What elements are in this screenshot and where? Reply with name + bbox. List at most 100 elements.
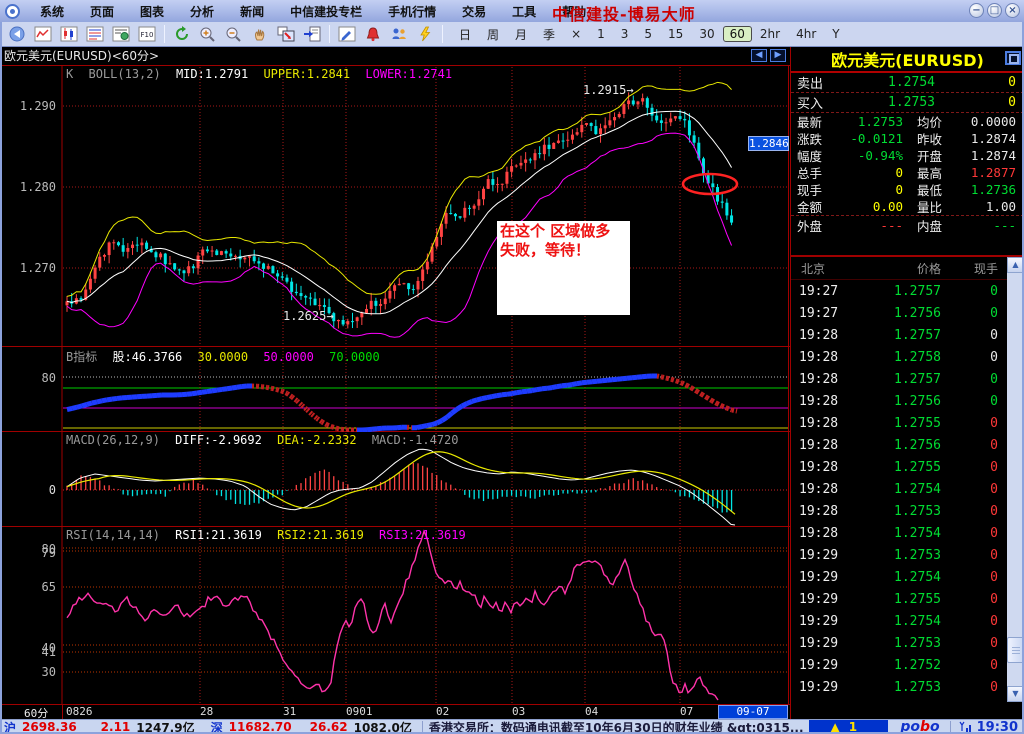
pobo-logo: pobo	[900, 719, 940, 734]
zoom-in-icon[interactable]	[197, 24, 219, 44]
period-×[interactable]: ×	[571, 27, 582, 41]
candlestick-chart[interactable]	[0, 66, 790, 347]
alert-badge[interactable]: ▲ 1	[808, 720, 889, 734]
b-indicator-pane[interactable]: B指标 股:46.3766 30.0000 50.0000 70.0000 80	[0, 347, 790, 432]
period-季[interactable]: 季	[543, 27, 556, 42]
quote-table-icon[interactable]	[84, 24, 106, 44]
menu-系统[interactable]: 系统	[40, 4, 65, 19]
page-jump-icon[interactable]	[301, 24, 323, 44]
tick-row[interactable]: 19:28 1.2757 0	[791, 324, 1024, 346]
macd-pane[interactable]: MACD(26,12,9) DIFF:-2.9692 DEA:-2.2332 M…	[0, 432, 790, 527]
boll-k: K	[66, 67, 74, 81]
tick-volume: 0	[990, 283, 998, 299]
time-tick: 0901	[346, 705, 373, 718]
period-5[interactable]: 5	[644, 27, 653, 41]
period-3[interactable]: 3	[620, 27, 629, 41]
menu-分析[interactable]: 分析	[190, 4, 215, 19]
tick-row[interactable]: 19:28 1.2758 0	[791, 346, 1024, 368]
news-page-icon[interactable]	[110, 24, 132, 44]
tick-row[interactable]: 19:28 1.2756 0	[791, 390, 1024, 412]
back-icon[interactable]	[6, 24, 28, 44]
tick-time: 19:28	[799, 393, 839, 409]
tick-row[interactable]: 19:28 1.2753 0	[791, 500, 1024, 522]
panel-toggle-icon[interactable]	[1005, 51, 1021, 65]
tick-row[interactable]: 19:29 1.2753 0	[791, 544, 1024, 566]
quote-value: 1.2874	[970, 131, 1016, 146]
tick-row[interactable]: 19:29 1.2754 0	[791, 566, 1024, 588]
lightning-icon[interactable]	[414, 24, 436, 44]
b-indicator-chart[interactable]	[0, 347, 790, 432]
period-4hr[interactable]: 4hr	[796, 27, 817, 41]
kline-chart-icon[interactable]	[58, 24, 80, 44]
period-日[interactable]: 日	[459, 27, 472, 42]
menu-中信建投专栏[interactable]: 中信建投专栏	[290, 4, 363, 19]
tick-row[interactable]: 19:28 1.2757 0	[791, 368, 1024, 390]
tick-row[interactable]: 19:29 1.2752 0	[791, 654, 1024, 676]
user-note-annotation[interactable]: 在这个 区域做多 失败，等待！	[497, 221, 630, 315]
drag-hand-icon[interactable]	[249, 24, 271, 44]
news-ticker[interactable]: 香港交易所：数码通电讯截至10年6月30日的财年业绩 &gt;0315...	[428, 720, 803, 734]
window-frame	[0, 732, 1024, 734]
tick-row[interactable]: 19:28 1.2755 0	[791, 412, 1024, 434]
connection-signal-icon	[959, 721, 971, 732]
menu-新闻[interactable]: 新闻	[240, 4, 265, 19]
f10-icon[interactable]: F10	[136, 24, 158, 44]
minimize-icon[interactable]: −	[969, 3, 984, 18]
tick-row[interactable]: 19:27 1.2757 0	[791, 280, 1024, 302]
refresh-icon[interactable]	[171, 24, 193, 44]
tick-row[interactable]: 19:28 1.2756 0	[791, 434, 1024, 456]
line-chart-icon[interactable]	[32, 24, 54, 44]
menu-工具[interactable]: 工具	[512, 4, 537, 19]
period-15[interactable]: 15	[668, 27, 684, 41]
menu-页面[interactable]: 页面	[90, 4, 115, 19]
alarm-bell-icon[interactable]	[362, 24, 384, 44]
boll-header: K BOLL(13,2) MID:1.2791 UPPER:1.2841 LOW…	[66, 67, 460, 81]
period-月[interactable]: 月	[515, 27, 528, 42]
tick-row[interactable]: 19:28 1.2755 0	[791, 456, 1024, 478]
rsi-pane[interactable]: RSI(14,14,14) RSI1:21.3619 RSI2:21.3619 …	[0, 527, 790, 705]
tick-row[interactable]: 19:29 1.2753 0	[791, 676, 1024, 698]
quote-volume: 0	[1008, 95, 1016, 110]
tick-row[interactable]: 19:29 1.2755 0	[791, 588, 1024, 610]
rsi-chart[interactable]	[0, 527, 790, 705]
tick-row[interactable]: 19:28 1.2754 0	[791, 478, 1024, 500]
menu-手机行情[interactable]: 手机行情	[388, 4, 437, 19]
rsi-axis-label: 30	[41, 665, 56, 679]
sz-index: 11682.70	[228, 720, 292, 734]
app-icon[interactable]	[5, 3, 20, 19]
window-switch-icon[interactable]	[275, 24, 297, 44]
draw-pen-icon[interactable]	[336, 24, 358, 44]
titlebar: 系统 页面 图表 分析 新闻 中信建投专栏 手机行情 交易 工具 帮助 中信建投-博易大师 − □ ×	[0, 0, 1024, 24]
macd-chart[interactable]	[0, 432, 790, 527]
tick-price: 1.2753	[894, 503, 941, 519]
scroll-left-icon[interactable]: ◀	[751, 49, 767, 62]
period-60[interactable]: 60	[722, 26, 752, 42]
quote-label: 最高	[917, 166, 943, 181]
maximize-icon[interactable]: □	[987, 3, 1002, 18]
period-2hr[interactable]: 2hr	[759, 27, 781, 41]
tick-volume: 0	[990, 305, 998, 321]
quote-sidebar: 欧元美元(EURUSD) 卖出 1.2754 0 买入 1.2753 0 最新 1.2753…	[790, 47, 1024, 719]
quote-volume: 0	[1008, 75, 1016, 90]
b-level-70: 70.0000	[329, 350, 380, 364]
period-30[interactable]: 30	[699, 27, 715, 41]
zoom-out-icon[interactable]	[223, 24, 245, 44]
menu-图表[interactable]: 图表	[140, 4, 165, 19]
period-周[interactable]: 周	[487, 27, 500, 42]
scrollbar[interactable]: ▲ ▼	[1007, 257, 1024, 702]
tick-row[interactable]: 19:28 1.2754 0	[791, 522, 1024, 544]
users-icon[interactable]	[388, 24, 410, 44]
tick-row[interactable]: 19:29 1.2753 0	[791, 632, 1024, 654]
menu-交易[interactable]: 交易	[462, 4, 487, 19]
period-Y[interactable]: Y	[832, 27, 840, 41]
period-1[interactable]: 1	[597, 27, 605, 41]
scroll-right-icon[interactable]: ▶	[770, 49, 786, 62]
quote-row: 外盘 --- 内盘 ---	[791, 215, 1024, 235]
menu-帮助[interactable]: 帮助	[562, 4, 587, 19]
candlestick-pane[interactable]: K BOLL(13,2) MID:1.2791 UPPER:1.2841 LOW…	[0, 66, 790, 347]
tick-row[interactable]: 19:27 1.2756 0	[791, 302, 1024, 324]
tick-row[interactable]: 19:29 1.2754 0	[791, 610, 1024, 632]
tick-price: 1.2756	[894, 393, 941, 409]
close-icon[interactable]: ×	[1005, 3, 1020, 18]
